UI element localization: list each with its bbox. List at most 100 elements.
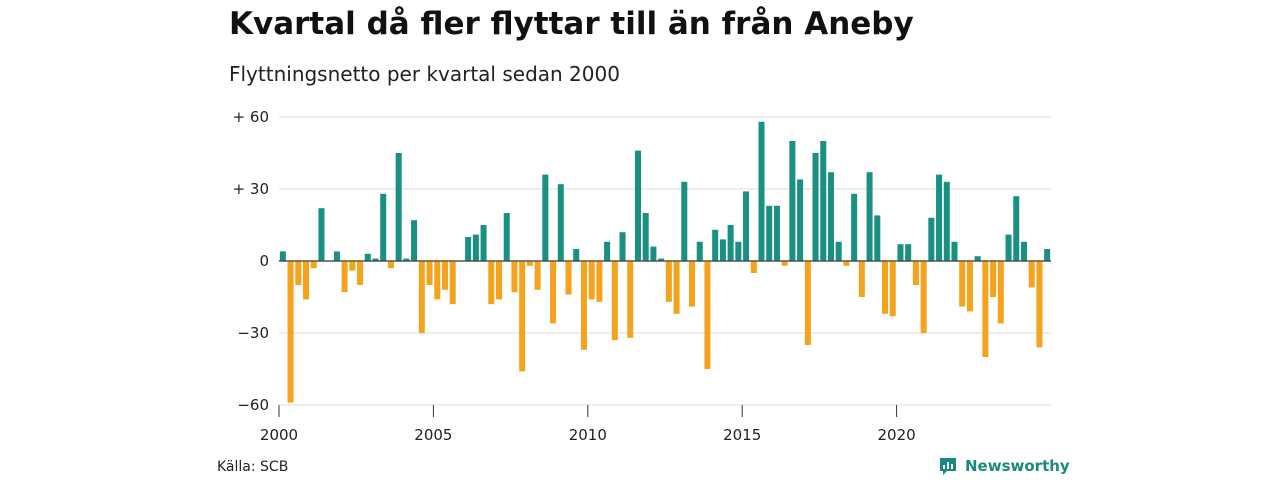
- bar: [519, 261, 526, 372]
- x-tick-label: 2005: [414, 426, 452, 444]
- bar: [542, 174, 549, 261]
- bar: [882, 261, 889, 314]
- x-tick-label: 2000: [260, 426, 298, 444]
- bar: [712, 229, 719, 261]
- y-tick-label: −30: [237, 324, 269, 342]
- bar: [982, 261, 989, 357]
- bar: [990, 261, 997, 297]
- bar: [735, 241, 742, 261]
- bar: [797, 179, 804, 261]
- bar: [403, 258, 410, 261]
- bar: [1036, 261, 1043, 348]
- bar: [835, 241, 842, 261]
- bar: [465, 237, 472, 261]
- bar: [526, 261, 533, 266]
- bar: [357, 261, 364, 285]
- chart-title: Kvartal då fler flyttar till än från Ane…: [229, 6, 914, 42]
- bar: [411, 220, 418, 261]
- bar: [897, 244, 904, 261]
- bar: [488, 261, 495, 305]
- bar: [866, 172, 873, 261]
- x-tick-label: 2010: [569, 426, 607, 444]
- bar: [874, 215, 881, 261]
- bar: [596, 261, 603, 302]
- bar: [827, 172, 834, 261]
- bar: [496, 261, 503, 300]
- bar: [789, 141, 796, 261]
- bar: [434, 261, 441, 300]
- bar: [534, 261, 541, 290]
- bar: [503, 213, 510, 261]
- bar: [773, 205, 780, 261]
- bar: [279, 251, 286, 261]
- bar: [511, 261, 518, 293]
- brand-name: Newsworthy: [965, 457, 1070, 475]
- bar-series: [279, 121, 1051, 403]
- bar: [812, 153, 819, 261]
- bar: [472, 234, 479, 261]
- bar: [395, 153, 402, 261]
- bar: [1013, 196, 1020, 261]
- bar: [1005, 234, 1012, 261]
- bar: [318, 208, 325, 261]
- bar: [611, 261, 618, 341]
- brand-logo: Newsworthy: [938, 456, 1070, 476]
- x-tick-label: 2020: [878, 426, 916, 444]
- bar: [303, 261, 310, 300]
- y-tick-label: + 60: [233, 108, 269, 126]
- bar: [480, 225, 487, 261]
- bar: [889, 261, 896, 317]
- bar: [997, 261, 1004, 324]
- bar: [1028, 261, 1035, 288]
- bar: [905, 244, 912, 261]
- bar: [557, 184, 564, 261]
- y-tick-label: 0: [259, 252, 269, 270]
- bar: [858, 261, 865, 297]
- y-tick-label: −60: [237, 396, 269, 414]
- bar: [943, 181, 950, 261]
- bar: [766, 205, 773, 261]
- bar: [634, 150, 641, 261]
- bar: [387, 261, 394, 269]
- bar: [665, 261, 672, 302]
- bar: [341, 261, 348, 293]
- bar: [951, 241, 958, 261]
- bar: [804, 261, 811, 345]
- bar: [758, 121, 765, 261]
- bar: [287, 261, 294, 403]
- bar: [550, 261, 557, 324]
- bar: [627, 261, 634, 338]
- bar: [619, 232, 626, 261]
- bar: [843, 261, 850, 266]
- bar: [966, 261, 973, 312]
- bar: [295, 261, 302, 285]
- y-axis: + 60 + 30 0 −30 −60: [233, 108, 269, 414]
- bar: [349, 261, 356, 271]
- bar: [310, 261, 317, 269]
- bar: [580, 261, 587, 350]
- bar: [719, 239, 726, 261]
- bar: [912, 261, 919, 285]
- bar: [750, 261, 757, 273]
- bar: [364, 253, 371, 261]
- bar: [449, 261, 456, 305]
- bar: [681, 181, 688, 261]
- bar: [936, 174, 943, 261]
- newsworthy-chart-icon: [940, 458, 956, 475]
- bar: [820, 141, 827, 261]
- bar: [743, 191, 750, 261]
- bar: [673, 261, 680, 314]
- bar: [920, 261, 927, 333]
- bar: [573, 249, 580, 261]
- bar: [1020, 241, 1027, 261]
- bar: [441, 261, 448, 290]
- bar: [426, 261, 433, 285]
- source-note: Källa: SCB: [217, 459, 289, 475]
- y-tick-label: + 30: [233, 180, 269, 198]
- bar: [959, 261, 966, 307]
- x-axis: 2000 2005 2010 2015 2020: [260, 405, 916, 444]
- bar: [704, 261, 711, 369]
- bar: [696, 241, 703, 261]
- bar: [689, 261, 696, 307]
- chart-subtitle: Flyttningsnetto per kvartal sedan 2000: [229, 62, 620, 86]
